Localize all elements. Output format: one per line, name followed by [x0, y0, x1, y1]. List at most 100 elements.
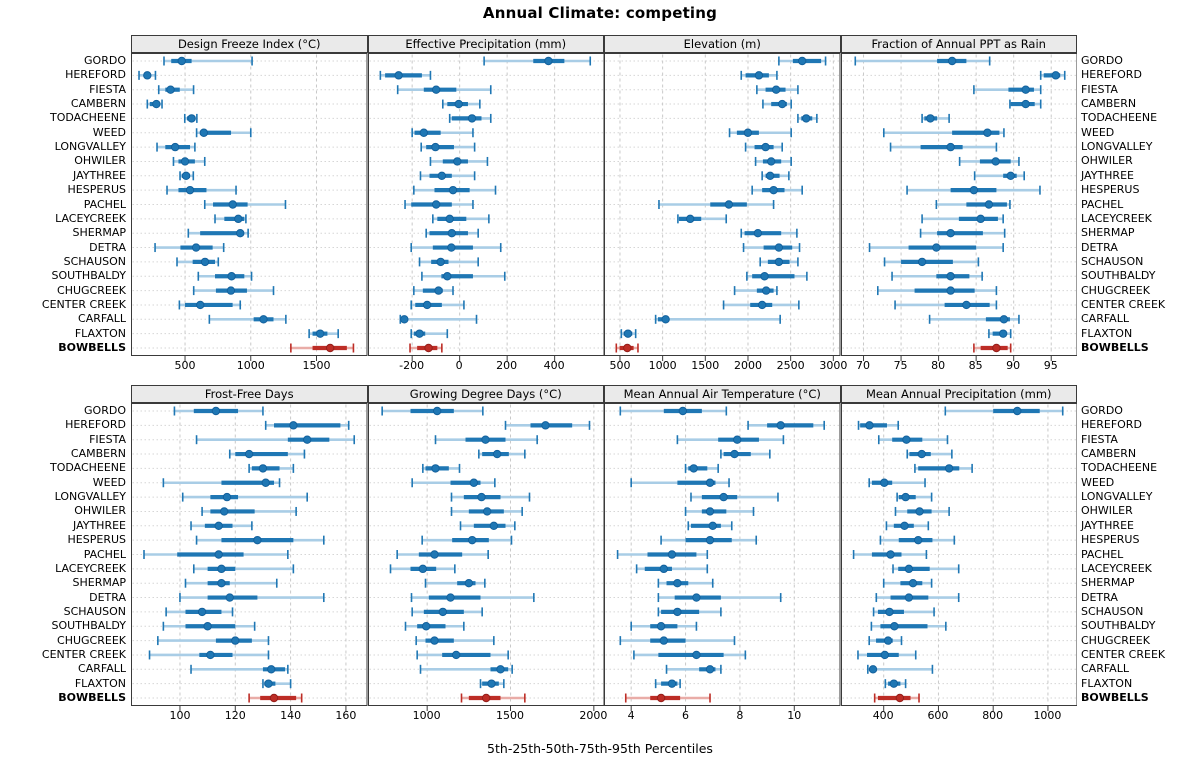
- median-dot: [191, 243, 201, 252]
- percentile-row: [740, 228, 798, 238]
- median-dot: [217, 564, 226, 574]
- median-dot: [196, 300, 205, 310]
- station-label-right: FIESTA: [1081, 82, 1118, 96]
- percentile-row: [395, 550, 489, 559]
- station-label-left: GORDO: [84, 404, 126, 417]
- x-tick-label: 80: [931, 359, 946, 372]
- percentile-row: [379, 70, 431, 80]
- median-dot: [743, 128, 753, 137]
- station-label-left: HESPERUS: [67, 183, 126, 197]
- station-label-right: SOUTHBALDY: [1081, 619, 1156, 633]
- median-dot: [435, 257, 445, 267]
- median-dot: [180, 157, 190, 166]
- percentile-row: [398, 314, 477, 324]
- percentile-row: [156, 142, 196, 152]
- percentile-row: [797, 113, 818, 123]
- median-dot: [797, 56, 807, 66]
- percentile-row: [895, 492, 932, 502]
- percentile-row: [973, 171, 1025, 181]
- percentile-row-highlight: [408, 343, 443, 353]
- station-label-left: SOUTHBALDY: [51, 269, 126, 283]
- percentile-row: [420, 271, 506, 281]
- percentile-row: [616, 550, 709, 559]
- percentile-row: [728, 128, 792, 138]
- station-label-right: GORDO: [1081, 54, 1123, 67]
- median-dot: [220, 507, 229, 516]
- station-label-left: CHUGCREEK: [57, 283, 126, 297]
- median-dot: [945, 142, 955, 152]
- median-dot: [908, 579, 917, 588]
- median-dot: [761, 142, 770, 152]
- percentile-row: [195, 535, 325, 545]
- median-dot: [467, 535, 476, 545]
- median-dot: [692, 650, 701, 660]
- panel-plot: [367, 53, 604, 361]
- median-dot: [692, 593, 701, 602]
- median-dot: [1051, 71, 1060, 80]
- station-label-right: JAYTHREE: [1081, 168, 1134, 182]
- percentile-row: [450, 506, 523, 516]
- median-dot: [689, 464, 698, 473]
- percentile-row: [665, 664, 722, 674]
- x-tick-label: -200: [399, 359, 425, 372]
- percentile-row: [633, 650, 747, 660]
- station-label-left: SHERMAP: [72, 226, 127, 240]
- percentile-row: [410, 128, 474, 138]
- percentile-row: [891, 564, 960, 574]
- x-tick-label: 3000: [819, 359, 848, 372]
- percentile-row: [1008, 99, 1042, 109]
- median-dot: [199, 128, 209, 137]
- x-tick-label: 100: [169, 709, 191, 722]
- station-label-right: SCHAUSON: [1081, 604, 1144, 618]
- median-dot: [889, 679, 898, 688]
- station-label-left: PACHEL: [83, 197, 126, 211]
- x-tick-label: 2000: [733, 359, 762, 372]
- percentile-row: [684, 506, 755, 516]
- x-tick-label: 1000: [412, 709, 441, 722]
- percentile-row: [972, 85, 1042, 95]
- station-label-left: CARFALL: [78, 662, 126, 676]
- median-dot: [476, 492, 486, 502]
- percentile-row: [920, 214, 1004, 224]
- median-dot: [673, 607, 682, 617]
- median-dot: [418, 564, 427, 574]
- panel-plot: [840, 53, 1077, 361]
- station-label-left: DETRA: [89, 240, 126, 254]
- median-dot: [895, 693, 904, 703]
- station-label-left: SCHAUSON: [63, 254, 126, 268]
- percentile-row: [410, 478, 496, 488]
- percentile-row: [184, 578, 278, 588]
- percentile-row: [421, 463, 460, 473]
- percentile-row: [654, 679, 681, 689]
- median-dot: [469, 478, 478, 487]
- percentile-row: [190, 521, 253, 531]
- median-dot: [289, 421, 298, 430]
- median-dot: [724, 200, 734, 209]
- median-dot: [774, 243, 784, 252]
- median-dot: [917, 449, 926, 459]
- x-tick-label: 400: [543, 359, 565, 372]
- median-dot: [486, 679, 496, 688]
- station-label-left: FIESTA: [89, 432, 126, 446]
- median-dot: [774, 257, 784, 267]
- median-dot: [430, 464, 440, 473]
- percentile-row: [441, 99, 481, 109]
- station-label-left: TODACHEENE: [49, 461, 126, 475]
- percentile-row: [867, 478, 926, 488]
- median-dot: [925, 114, 935, 123]
- percentile-row: [853, 56, 990, 66]
- percentile-row: [179, 593, 325, 603]
- median-dot: [708, 521, 717, 531]
- percentile-row: [410, 607, 483, 617]
- percentile-row: [687, 521, 733, 531]
- percentile-row: [203, 200, 287, 209]
- median-dot: [1020, 85, 1030, 94]
- percentile-row: [187, 228, 249, 238]
- percentile-row: [429, 156, 488, 166]
- station-label-right: HEREFORD: [1081, 68, 1142, 82]
- station-label-right: SHERMAP: [1081, 226, 1135, 240]
- median-dot: [765, 171, 775, 181]
- station-label-left: CAMBERN: [70, 447, 126, 461]
- percentile-row: [920, 113, 950, 123]
- percentile-row: [477, 449, 526, 459]
